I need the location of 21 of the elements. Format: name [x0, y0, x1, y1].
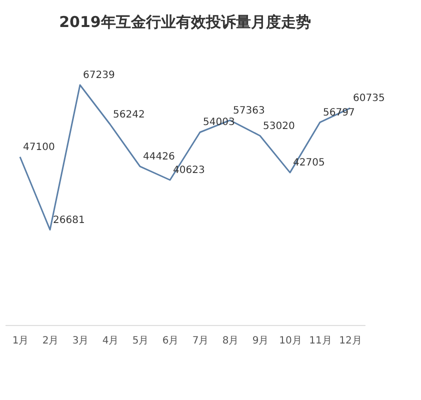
- data-label: 53020: [263, 120, 295, 132]
- data-label: 56242: [113, 109, 145, 120]
- x-tick-label: 6月: [162, 336, 179, 346]
- x-tick-label: 2月: [42, 336, 59, 346]
- x-tick-label: 1月: [12, 336, 29, 346]
- x-tick-label: 9月: [252, 336, 269, 346]
- data-label: 57363: [233, 105, 265, 116]
- x-tick-label: 11月: [309, 336, 332, 346]
- data-label: 26681: [53, 214, 85, 226]
- x-tick-label: 5月: [132, 336, 149, 346]
- data-label: 67239: [83, 70, 115, 81]
- data-label: 47100: [23, 142, 55, 153]
- x-tick-label: 3月: [72, 336, 89, 346]
- chart-title: 2019年互金行业有效投诉量月度走势: [59, 13, 311, 31]
- data-label: 44426: [143, 151, 175, 162]
- x-tick-label: 8月: [222, 336, 239, 346]
- data-label: 60735: [353, 93, 385, 104]
- x-tick-label: 12月: [339, 336, 362, 346]
- x-tick-label: 10月: [279, 336, 302, 346]
- x-tick-label: 7月: [192, 336, 209, 346]
- x-tick-label: 4月: [102, 336, 119, 346]
